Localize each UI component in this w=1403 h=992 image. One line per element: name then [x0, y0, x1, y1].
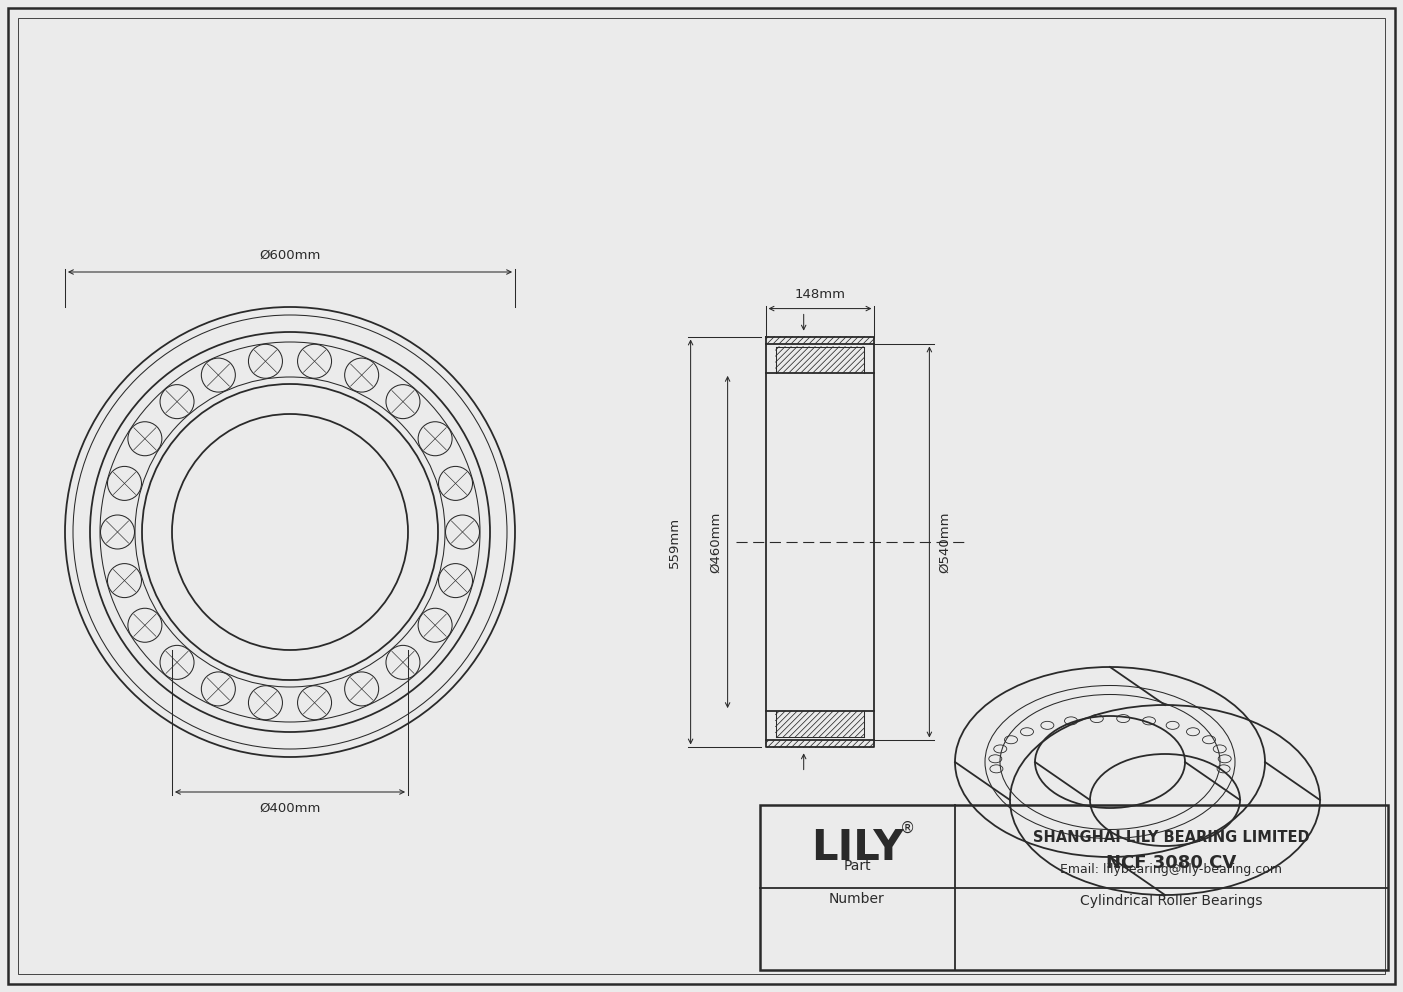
Text: Ø540mm: Ø540mm [939, 511, 951, 572]
Text: ®: ® [899, 820, 915, 835]
Text: Ø460mm: Ø460mm [709, 511, 721, 572]
Text: NCF 3080 CV: NCF 3080 CV [1107, 854, 1236, 872]
Text: Cylindrical Roller Bearings: Cylindrical Roller Bearings [1080, 894, 1263, 908]
Text: Number: Number [829, 892, 885, 906]
Bar [760, 805, 1388, 970]
Text: SHANGHAI LILY BEARING LIMITED: SHANGHAI LILY BEARING LIMITED [1033, 830, 1310, 845]
Text: Email: lilybearing@lily-bearing.com: Email: lilybearing@lily-bearing.com [1061, 863, 1282, 876]
Text: Ø400mm: Ø400mm [260, 802, 321, 815]
Text: Ø600mm: Ø600mm [260, 249, 321, 262]
Text: Part: Part [843, 859, 871, 873]
Text: 148mm: 148mm [794, 288, 846, 301]
Text: 559mm: 559mm [668, 517, 680, 567]
Text: LILY: LILY [811, 827, 904, 869]
